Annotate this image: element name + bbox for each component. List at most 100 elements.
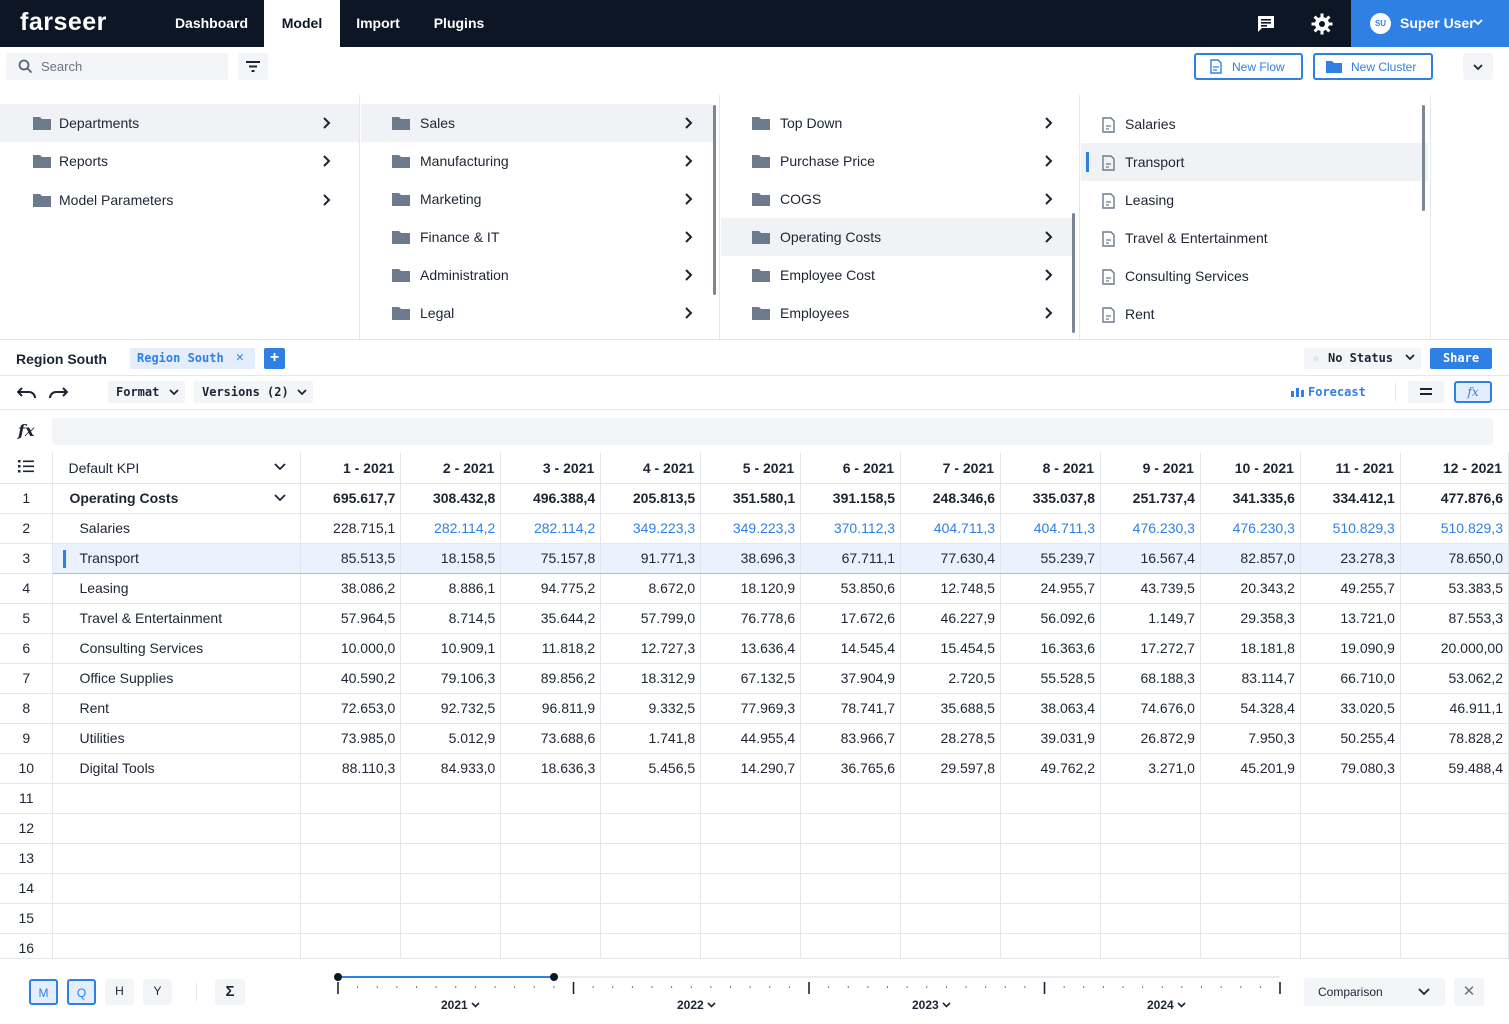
grid-cell[interactable] <box>1100 813 1201 844</box>
grid-cell[interactable]: 404.711,3 <box>1000 513 1101 544</box>
column-header[interactable]: 1 - 2021 <box>300 453 402 484</box>
grid-cell[interactable]: 84.933,0 <box>400 753 502 784</box>
grid-cell[interactable]: 18.312,9 <box>600 663 702 694</box>
grid-cell[interactable]: 5.456,5 <box>600 753 702 784</box>
grid-cell[interactable]: 349.223,3 <box>700 513 802 544</box>
row-label[interactable]: Travel & Entertainment <box>52 603 302 634</box>
grid-cell[interactable]: 15.454,5 <box>900 633 1002 664</box>
grid-cell[interactable] <box>600 903 702 934</box>
column-header[interactable]: 7 - 2021 <box>900 453 1002 484</box>
grid-cell[interactable]: 29.358,3 <box>1200 603 1301 634</box>
grid-cell[interactable] <box>1400 933 1509 958</box>
nav-tab-plugins[interactable]: Plugins <box>433 15 485 31</box>
grid-cell[interactable]: 8.714,5 <box>400 603 502 634</box>
grid-cell[interactable]: 57.964,5 <box>300 603 402 634</box>
finder-item-sales[interactable]: Sales <box>361 104 713 142</box>
granularity-month-button[interactable]: M <box>29 979 58 1005</box>
grid-cell[interactable] <box>1400 903 1509 934</box>
grid-cell[interactable]: 16.363,6 <box>1000 633 1101 664</box>
grid-cell[interactable]: 14.290,7 <box>700 753 802 784</box>
farseer-logo[interactable]: farseer <box>20 8 107 36</box>
format-dropdown[interactable]: Format <box>108 381 185 403</box>
redo-icon[interactable] <box>48 386 68 400</box>
grid-cell[interactable]: 67.132,5 <box>700 663 802 694</box>
settings-gear-icon[interactable] <box>1310 12 1334 36</box>
row-label[interactable]: Utilities <box>52 723 302 754</box>
grid-cell[interactable]: 72.653,0 <box>300 693 402 724</box>
grid-cell[interactable] <box>800 873 902 904</box>
grid-cell[interactable] <box>1300 813 1401 844</box>
grid-cell[interactable]: 251.737,4 <box>1100 483 1201 514</box>
grid-cell[interactable] <box>52 783 302 814</box>
grid-cell[interactable]: 50.255,4 <box>1300 723 1401 754</box>
finder-scrollbar[interactable] <box>1422 105 1425 211</box>
granularity-year-button[interactable]: Y <box>143 979 172 1005</box>
table-row[interactable]: 3 Transport 85.513,5 18.158,5 75.157,8 91.771… <box>0 542 1509 574</box>
grid-cell[interactable]: 91.771,3 <box>600 542 702 574</box>
grid-cell[interactable] <box>800 783 902 814</box>
grid-cell[interactable]: 282.114,2 <box>400 513 502 544</box>
row-label[interactable]: Consulting Services <box>52 633 302 664</box>
grid-cell[interactable] <box>52 873 302 904</box>
grid-cell[interactable] <box>900 933 1002 958</box>
finder-scrollbar[interactable] <box>713 105 716 295</box>
grid-cell[interactable]: 335.037,8 <box>1000 483 1101 514</box>
grid-cell[interactable]: 73.688,6 <box>500 723 602 754</box>
grid-cell[interactable] <box>1000 903 1101 934</box>
grid-cell[interactable]: 10.000,0 <box>300 633 402 664</box>
grid-cell[interactable] <box>52 933 302 958</box>
table-row[interactable]: 14 <box>0 873 1509 904</box>
filter-button[interactable] <box>238 53 268 80</box>
grid-cell[interactable]: 17.272,7 <box>1100 633 1201 664</box>
finder-item-marketing[interactable]: Marketing <box>361 180 713 218</box>
grid-cell[interactable]: 67.711,1 <box>800 542 902 574</box>
grid-cell[interactable] <box>400 873 502 904</box>
grid-cell[interactable]: 53.062,2 <box>1400 663 1509 694</box>
close-comparison-button[interactable]: ✕ <box>1454 978 1484 1006</box>
finder-item-finance-it[interactable]: Finance & IT <box>361 218 713 256</box>
table-row[interactable]: 15 <box>0 903 1509 934</box>
finder-item-employee-cost[interactable]: Employee Cost <box>721 256 1073 294</box>
finder-item-reports[interactable]: Reports <box>0 142 359 180</box>
grid-cell[interactable] <box>700 813 802 844</box>
column-header[interactable]: 3 - 2021 <box>500 453 602 484</box>
timeline-year-2024[interactable]: 2024 <box>1147 998 1186 1012</box>
grid-cell[interactable]: 13.636,4 <box>700 633 802 664</box>
row-label[interactable]: Salaries <box>52 513 302 544</box>
finder-item-model-parameters[interactable]: Model Parameters <box>0 181 359 219</box>
grid-cell[interactable]: 476.230,3 <box>1100 513 1201 544</box>
grid-cell[interactable] <box>300 783 402 814</box>
table-row[interactable]: 8 Rent 72.653,0 92.732,5 96.811,9 9.332,5 77.9… <box>0 693 1509 724</box>
grid-cell[interactable] <box>500 783 602 814</box>
row-label[interactable]: Operating Costs <box>52 483 302 514</box>
grid-cell[interactable]: 40.590,2 <box>300 663 402 694</box>
grid-cell[interactable]: 9.332,5 <box>600 693 702 724</box>
grid-cell[interactable]: 57.799,0 <box>600 603 702 634</box>
grid-cell[interactable]: 349.223,3 <box>600 513 702 544</box>
grid-cell[interactable]: 38.086,2 <box>300 573 402 604</box>
nav-tab-model[interactable]: Model <box>264 0 340 47</box>
grid-cell[interactable]: 87.553,3 <box>1400 603 1509 634</box>
grid-cell[interactable]: 39.031,9 <box>1000 723 1101 754</box>
grid-cell[interactable]: 54.328,4 <box>1200 693 1301 724</box>
grid-cell[interactable]: 77.969,3 <box>700 693 802 724</box>
grid-cell[interactable]: 38.696,3 <box>700 542 802 574</box>
table-row[interactable]: 16 <box>0 933 1509 958</box>
grid-cell[interactable]: 77.630,4 <box>900 542 1002 574</box>
column-header[interactable]: 11 - 2021 <box>1300 453 1401 484</box>
finder-item-consulting-services[interactable]: Consulting Services <box>1081 257 1428 295</box>
table-row[interactable]: 2 Salaries 228.715,1 282.114,2 282.114,2 349.… <box>0 513 1509 544</box>
grid-cell[interactable]: 5.012,9 <box>400 723 502 754</box>
grid-cell[interactable] <box>400 933 502 958</box>
grid-cell[interactable]: 18.636,3 <box>500 753 602 784</box>
add-filter-button[interactable]: + <box>264 348 285 369</box>
finder-item-employees[interactable]: Employees <box>721 294 1073 332</box>
grid-cell[interactable]: 83.966,7 <box>800 723 902 754</box>
grid-cell[interactable]: 45.201,9 <box>1200 753 1301 784</box>
table-row[interactable]: 9 Utilities 73.985,0 5.012,9 73.688,6 1.741,8… <box>0 723 1509 754</box>
kpi-selector[interactable]: Default KPI <box>52 453 302 484</box>
grid-cell[interactable] <box>1200 933 1301 958</box>
grid-cell[interactable] <box>700 903 802 934</box>
grid-cell[interactable] <box>1000 933 1101 958</box>
grid-cell[interactable] <box>600 783 702 814</box>
